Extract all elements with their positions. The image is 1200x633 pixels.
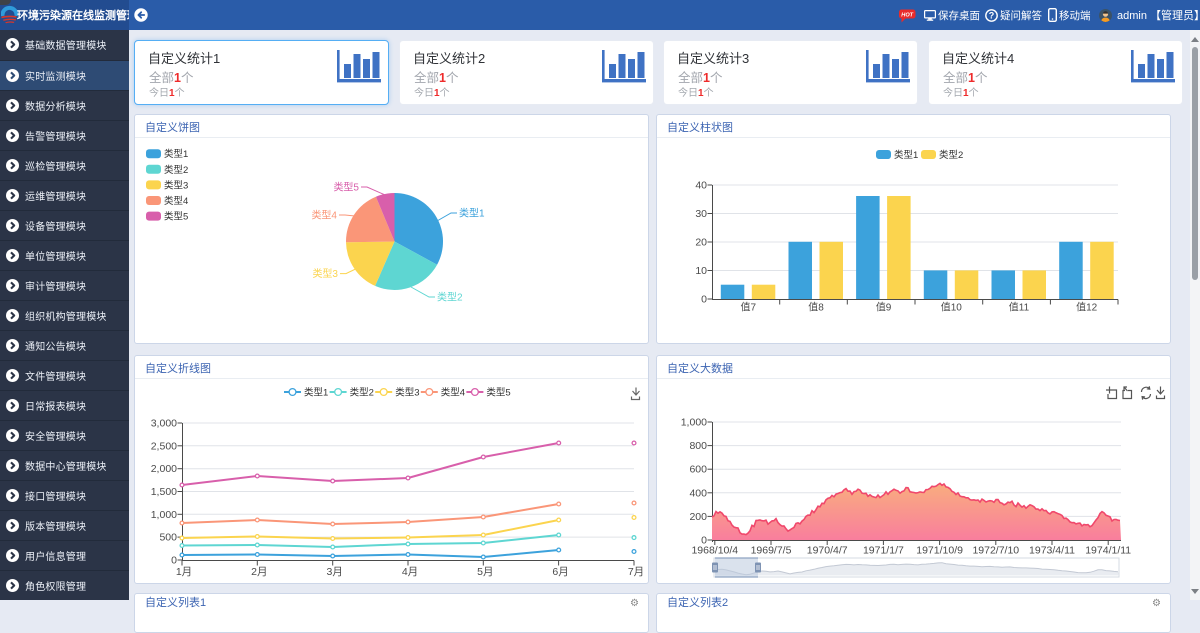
svg-text:类型3: 类型3 <box>312 265 338 280</box>
svg-text:值7: 值7 <box>741 299 757 314</box>
svg-text:类型1: 类型1 <box>164 146 188 160</box>
svg-text:类型1: 类型1 <box>894 147 918 161</box>
svg-text:1970/4/7: 1970/4/7 <box>807 543 848 558</box>
svg-text:值10: 值10 <box>941 299 963 314</box>
svg-text:2,000: 2,000 <box>151 461 177 476</box>
svg-text:1972/7/10: 1972/7/10 <box>972 543 1019 558</box>
svg-text:类型1: 类型1 <box>304 385 328 399</box>
svg-text:4月: 4月 <box>402 564 418 579</box>
svg-text:1,500: 1,500 <box>151 484 177 499</box>
svg-text:1968/10/4: 1968/10/4 <box>691 543 738 558</box>
svg-text:500: 500 <box>159 530 177 545</box>
svg-text:800: 800 <box>689 438 707 453</box>
svg-text:2,500: 2,500 <box>151 438 177 453</box>
svg-text:6月: 6月 <box>552 564 568 579</box>
svg-text:类型4: 类型4 <box>164 193 188 207</box>
svg-text:类型5: 类型5 <box>333 179 359 194</box>
svg-text:400: 400 <box>689 485 707 500</box>
svg-text:值12: 值12 <box>1076 299 1098 314</box>
svg-text:0: 0 <box>701 292 707 307</box>
svg-text:HOT: HOT <box>901 10 913 18</box>
svg-text:1,000: 1,000 <box>681 415 707 430</box>
svg-text:200: 200 <box>689 509 707 524</box>
svg-text:20: 20 <box>695 235 707 250</box>
svg-text:1月: 1月 <box>176 564 192 579</box>
svg-text:1974/1/11: 1974/1/11 <box>1085 543 1131 558</box>
svg-text:3,000: 3,000 <box>151 416 177 431</box>
svg-text:类型4: 类型4 <box>311 207 337 222</box>
svg-text:0: 0 <box>171 553 177 568</box>
svg-text:3月: 3月 <box>327 564 343 579</box>
svg-text:1971/1/7: 1971/1/7 <box>863 543 904 558</box>
svg-text:类型4: 类型4 <box>441 385 465 399</box>
svg-text:?: ? <box>989 9 995 22</box>
svg-text:类型2: 类型2 <box>350 385 374 399</box>
svg-text:类型2: 类型2 <box>939 147 963 161</box>
svg-text:类型3: 类型3 <box>164 177 188 191</box>
svg-text:40: 40 <box>695 178 707 193</box>
svg-text:1971/10/9: 1971/10/9 <box>916 543 963 558</box>
svg-text:值9: 值9 <box>876 299 892 314</box>
svg-text:类型1: 类型1 <box>459 205 485 220</box>
svg-text:30: 30 <box>695 206 707 221</box>
svg-text:类型3: 类型3 <box>395 385 419 399</box>
svg-text:0: 0 <box>701 533 707 548</box>
svg-text:1,000: 1,000 <box>151 507 177 522</box>
svg-text:7月: 7月 <box>628 564 644 579</box>
svg-text:类型5: 类型5 <box>164 209 188 223</box>
svg-text:10: 10 <box>695 263 707 278</box>
svg-text:1969/7/5: 1969/7/5 <box>751 543 792 558</box>
svg-text:值8: 值8 <box>808 299 824 314</box>
svg-text:1973/4/11: 1973/4/11 <box>1029 543 1075 558</box>
svg-text:类型2: 类型2 <box>164 162 188 176</box>
svg-text:类型5: 类型5 <box>486 385 510 399</box>
svg-text:600: 600 <box>689 462 707 477</box>
svg-text:5月: 5月 <box>477 564 493 579</box>
svg-text:2月: 2月 <box>251 564 267 579</box>
svg-text:值11: 值11 <box>1009 299 1030 314</box>
svg-text:类型2: 类型2 <box>437 289 463 304</box>
